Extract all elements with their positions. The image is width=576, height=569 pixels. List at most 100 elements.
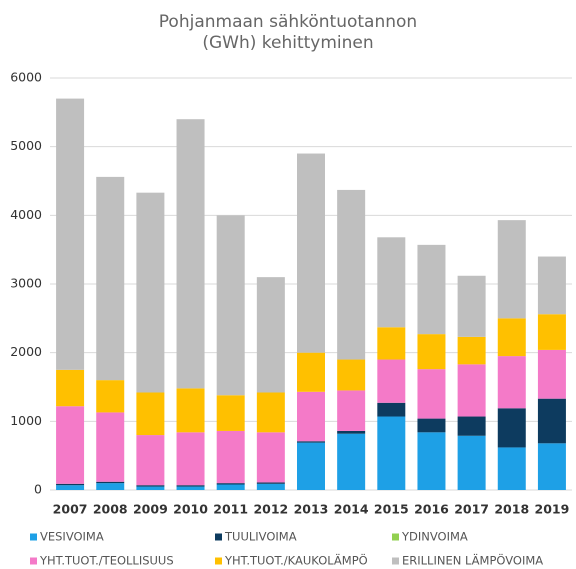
bar-segment [297, 441, 325, 443]
bar-segment [497, 447, 526, 490]
x-tick-label: 2009 [133, 502, 168, 517]
bar-segment [56, 485, 85, 490]
bar-segment [96, 380, 125, 413]
bar-segment [377, 359, 406, 403]
y-tick-label: 6000 [10, 70, 42, 85]
bar-segment [537, 314, 566, 350]
bar-segment [176, 485, 205, 487]
bar-segment [457, 336, 486, 365]
legend-label: TUULIVOIMA [224, 530, 297, 544]
bar-segment [216, 215, 245, 396]
bar-segment [537, 349, 566, 399]
legend-swatch [215, 557, 222, 565]
bar-segment [497, 408, 526, 448]
bar-segment [256, 277, 285, 393]
bar-segment [337, 433, 366, 490]
bar-segment [256, 483, 285, 490]
x-tick-label: 2015 [374, 502, 409, 517]
bar-segment [297, 391, 325, 442]
bar-segment [216, 483, 245, 485]
bar-segment [537, 256, 566, 315]
x-tick-label: 2014 [334, 502, 369, 517]
bar-segment [337, 430, 366, 434]
bar-segment [56, 98, 85, 370]
bar-segment [417, 432, 446, 490]
bar-segment [457, 364, 486, 417]
bar-segment [297, 153, 325, 353]
x-tick-label: 2016 [414, 502, 449, 517]
bar-segment [457, 416, 486, 436]
bar-segment [417, 418, 446, 433]
y-tick-label: 1000 [10, 413, 42, 428]
bar-segment [417, 369, 446, 419]
bar-segment [56, 406, 85, 484]
bar-segment [136, 192, 165, 393]
bar-segment [56, 483, 85, 486]
chart-title: Pohjanmaan sähköntuotannon (GWh) kehitty… [158, 12, 418, 53]
bar-segment [337, 390, 366, 431]
bar-segment [457, 275, 486, 337]
bar-segment [136, 392, 165, 436]
bar-segment [96, 483, 125, 490]
bar-segment [537, 398, 566, 444]
bar-segment [417, 334, 446, 370]
legend-swatch [30, 533, 37, 541]
bar-segment [256, 432, 285, 483]
y-tick-label: 3000 [10, 276, 42, 291]
bar-segment [497, 220, 526, 319]
bar-segment [497, 356, 526, 409]
bar-segment [417, 244, 446, 335]
bar-segment [136, 485, 165, 487]
bar-segment [96, 176, 125, 381]
bar-segment [337, 359, 366, 391]
bar-segment [216, 395, 245, 431]
x-tick-label: 2008 [93, 502, 128, 517]
bar-segment [297, 442, 325, 490]
legend-label: YHT.TUOT./TEOLLISUUS [39, 554, 174, 568]
legend-swatch [392, 557, 399, 565]
bar-segment [256, 482, 285, 484]
bar-segment [216, 430, 245, 484]
y-tick-label: 5000 [10, 138, 42, 153]
bar-segment [136, 435, 165, 486]
bar-segment [377, 327, 406, 360]
x-tick-label: 2018 [494, 502, 529, 517]
bar-segment [337, 189, 366, 360]
legend-label: ERILLINEN LÄMPÖVOIMA [402, 552, 543, 568]
bar-segment [256, 392, 285, 433]
x-tick-label: 2017 [454, 502, 489, 517]
bar-segment [216, 484, 245, 490]
x-tick-label: 2011 [213, 502, 248, 517]
bar-segment [56, 369, 85, 407]
x-tick-label: 2012 [253, 502, 288, 517]
legend-swatch [30, 557, 37, 565]
bar-segment [176, 388, 205, 433]
bar-segment [497, 318, 526, 357]
bar-segment [297, 352, 325, 392]
legend-swatch [392, 533, 399, 541]
bar-segment [377, 416, 406, 490]
legend-swatch [215, 533, 222, 541]
x-tick-label: 2007 [53, 502, 88, 517]
bar-segment [176, 119, 205, 389]
bar-segment [176, 432, 205, 486]
bar-segment [457, 435, 486, 490]
bar-segment [96, 412, 125, 482]
y-tick-label: 0 [34, 482, 42, 497]
bar-segment [377, 237, 406, 328]
legend-label: YDINVOIMA [401, 530, 468, 544]
x-tick-label: 2013 [294, 502, 329, 517]
bar-segment [377, 402, 406, 417]
bar-segment [136, 486, 165, 490]
bar-segment [537, 443, 566, 490]
y-tick-label: 2000 [10, 344, 42, 359]
x-tick-label: 2010 [173, 502, 208, 517]
x-tick-label: 2019 [535, 502, 570, 517]
bar-segment [176, 486, 205, 490]
legend-label: VESIVOIMA [40, 530, 104, 544]
y-tick-label: 4000 [10, 207, 42, 222]
bar-segment [96, 481, 125, 484]
legend-label: YHT.TUOT./KAUKOLÄMPÖ [224, 552, 368, 568]
